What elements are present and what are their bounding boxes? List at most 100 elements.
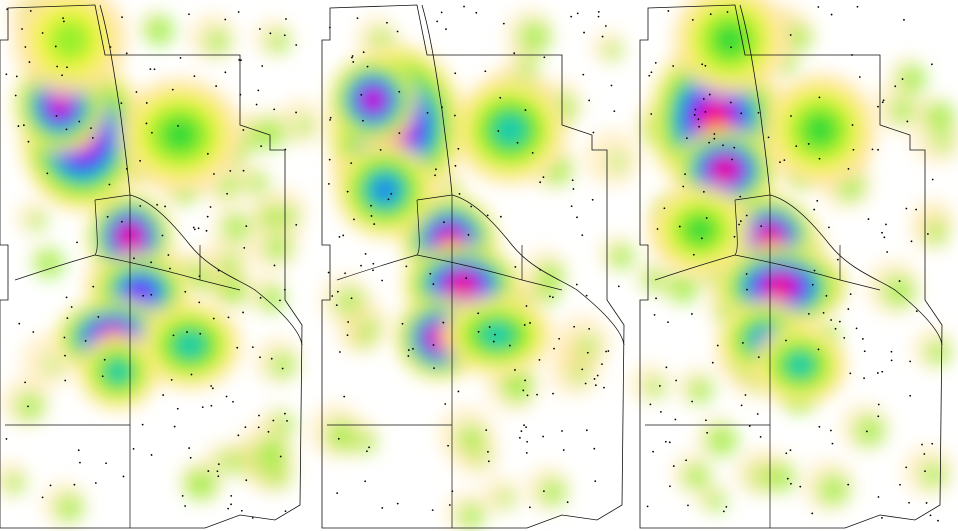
sample-point	[924, 470, 926, 473]
haze-blob-core	[519, 56, 539, 76]
sample-point	[585, 429, 588, 432]
sample-point	[906, 120, 909, 123]
haze-blob-core	[921, 462, 946, 487]
sample-point	[789, 34, 792, 36]
sample-point	[217, 475, 220, 478]
sample-point	[54, 45, 57, 48]
sample-point	[570, 15, 573, 18]
sample-point	[929, 514, 932, 517]
sample-point	[583, 31, 585, 34]
sample-point	[542, 176, 545, 179]
sample-point	[150, 454, 153, 456]
sample-point	[594, 384, 597, 387]
sample-point	[24, 46, 27, 48]
sample-point	[338, 351, 341, 353]
sample-point	[327, 271, 330, 274]
sample-point	[184, 505, 187, 507]
hotspot-7-band-3	[684, 215, 716, 245]
sample-point	[691, 400, 694, 403]
sample-point	[700, 237, 703, 240]
sample-point	[216, 470, 219, 473]
sample-point	[531, 152, 534, 154]
sample-point	[167, 254, 170, 256]
sample-point	[285, 18, 287, 20]
sample-point	[122, 475, 125, 478]
sample-point	[457, 147, 460, 150]
sample-point	[562, 449, 565, 451]
sample-point	[575, 283, 578, 286]
sample-point	[508, 344, 511, 347]
sample-point	[295, 224, 298, 226]
sample-point	[807, 143, 810, 145]
sample-point	[649, 403, 652, 406]
sample-point	[470, 205, 473, 208]
sample-point	[847, 308, 850, 310]
sample-point	[15, 75, 18, 78]
haze-blob-core	[924, 102, 955, 133]
sample-point	[790, 115, 792, 117]
sample-point	[525, 426, 527, 429]
sample-point	[592, 131, 595, 134]
sample-point	[405, 265, 408, 268]
river-line	[739, 4, 943, 346]
sample-point	[739, 220, 742, 223]
haze-blob-core	[56, 494, 83, 522]
haze-blob-core	[667, 272, 699, 304]
haze-blob-core	[501, 366, 532, 398]
sample-point	[454, 164, 457, 167]
sample-point	[41, 496, 44, 499]
sample-point	[811, 283, 814, 286]
sample-point	[757, 356, 760, 359]
sample-point	[656, 228, 659, 230]
sample-point	[858, 76, 861, 78]
sample-point	[407, 349, 410, 351]
sample-point	[524, 109, 527, 111]
sample-point	[668, 441, 671, 444]
sample-point	[899, 483, 901, 486]
sample-point	[267, 430, 270, 433]
sample-point	[910, 240, 913, 243]
sample-point	[909, 394, 912, 397]
sample-point	[816, 199, 819, 202]
sample-point	[171, 88, 174, 91]
sample-point	[740, 112, 743, 115]
sample-point	[665, 366, 668, 369]
sample-point	[186, 331, 188, 333]
sample-point	[708, 93, 711, 96]
sample-point	[646, 505, 649, 508]
sample-point	[730, 46, 732, 49]
sample-point	[702, 190, 705, 193]
sample-point	[582, 73, 585, 76]
sample-point	[360, 264, 362, 267]
sample-point	[485, 429, 488, 432]
city-boundary	[321, 4, 625, 529]
sample-point	[678, 225, 681, 228]
density-layer	[14, 0, 241, 410]
sample-point	[667, 10, 670, 12]
sample-point	[5, 438, 8, 440]
sample-point	[576, 12, 579, 15]
sample-point	[591, 198, 594, 201]
sample-point	[212, 317, 215, 320]
sample-point	[937, 519, 939, 522]
sample-point	[390, 192, 393, 195]
sample-point	[372, 262, 375, 265]
sample-point	[73, 483, 76, 486]
sample-point	[139, 159, 141, 162]
sample-point	[790, 482, 792, 485]
sample-point	[66, 66, 68, 69]
sample-point	[242, 129, 245, 131]
sample-point	[528, 506, 531, 509]
hotspot-7-band-2	[48, 18, 92, 62]
haze-blob-core	[259, 205, 283, 229]
sample-point	[883, 236, 886, 239]
sample-point	[601, 35, 604, 38]
sample-point	[551, 296, 554, 299]
sample-point	[849, 372, 852, 375]
sample-point	[654, 61, 657, 64]
sample-point	[526, 394, 529, 397]
sample-point	[56, 65, 59, 68]
sample-point	[613, 110, 616, 112]
sample-point	[831, 442, 834, 445]
